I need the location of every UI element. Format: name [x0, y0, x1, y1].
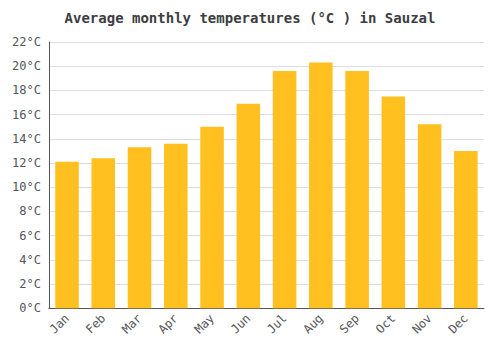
svg-text:Jan: Jan — [47, 311, 72, 336]
svg-text:18°C: 18°C — [12, 83, 41, 97]
svg-text:Apr: Apr — [156, 311, 181, 336]
svg-text:20°C: 20°C — [12, 59, 41, 73]
svg-text:Sep: Sep — [337, 311, 362, 336]
svg-text:8°C: 8°C — [19, 204, 41, 218]
svg-text:2°C: 2°C — [19, 277, 41, 291]
svg-text:12°C: 12°C — [12, 156, 41, 170]
svg-text:Nov: Nov — [409, 311, 434, 336]
svg-text:May: May — [192, 311, 217, 336]
svg-text:Jul: Jul — [264, 311, 289, 336]
svg-text:Aug: Aug — [301, 311, 326, 336]
svg-text:4°C: 4°C — [19, 253, 41, 267]
svg-text:Dec: Dec — [446, 311, 471, 336]
svg-text:14°C: 14°C — [12, 132, 41, 146]
svg-text:16°C: 16°C — [12, 108, 41, 122]
svg-text:Jun: Jun — [228, 311, 253, 336]
svg-text:Mar: Mar — [119, 311, 144, 336]
svg-text:6°C: 6°C — [19, 229, 41, 243]
svg-text:0°C: 0°C — [19, 301, 41, 315]
svg-text:Oct: Oct — [373, 311, 398, 336]
svg-text:10°C: 10°C — [12, 180, 41, 194]
svg-text:Average monthly temperatures (: Average monthly temperatures (°C ) in Sa… — [65, 10, 436, 26]
svg-text:22°C: 22°C — [12, 35, 41, 49]
svg-text:Feb: Feb — [83, 311, 108, 336]
